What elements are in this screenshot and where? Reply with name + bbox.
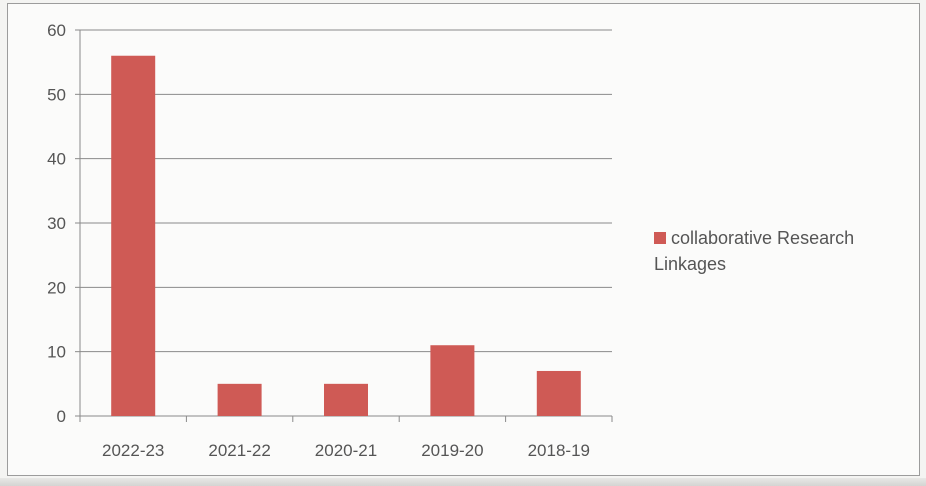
legend-label-line1: collaborative Research: [671, 228, 855, 248]
bar: [536, 370, 581, 416]
x-tick-labels: 2022-23 2021-22 2020-21 2019-20 2018-19: [102, 441, 590, 460]
y-tick-label: 30: [47, 214, 66, 233]
x-tick-label: 2021-22: [208, 441, 270, 460]
y-tick-label: 50: [47, 85, 66, 104]
y-tick-label: 10: [47, 343, 66, 362]
x-tick-label: 2020-21: [315, 441, 377, 460]
legend-label-line2: Linkages: [654, 254, 727, 274]
legend: collaborative Research Linkages: [654, 225, 924, 277]
bar: [217, 383, 262, 416]
page-shadow: [0, 478, 926, 486]
y-tick-label: 60: [47, 21, 66, 40]
axes: [75, 29, 613, 422]
bar: [430, 345, 475, 416]
x-tick-label: 2018-19: [528, 441, 590, 460]
y-tick-labels: 0 10 20 30 40 50 60: [47, 21, 66, 426]
bars: [111, 55, 581, 416]
bar: [324, 383, 368, 416]
y-tick-label: 20: [47, 278, 66, 297]
y-tick-label: 40: [47, 150, 66, 169]
gridlines: [80, 29, 612, 353]
bar: [111, 55, 156, 416]
x-tick-label: 2019-20: [421, 441, 483, 460]
x-tick-label: 2022-23: [102, 441, 164, 460]
legend-swatch: [654, 232, 666, 244]
y-tick-label: 0: [57, 407, 66, 426]
